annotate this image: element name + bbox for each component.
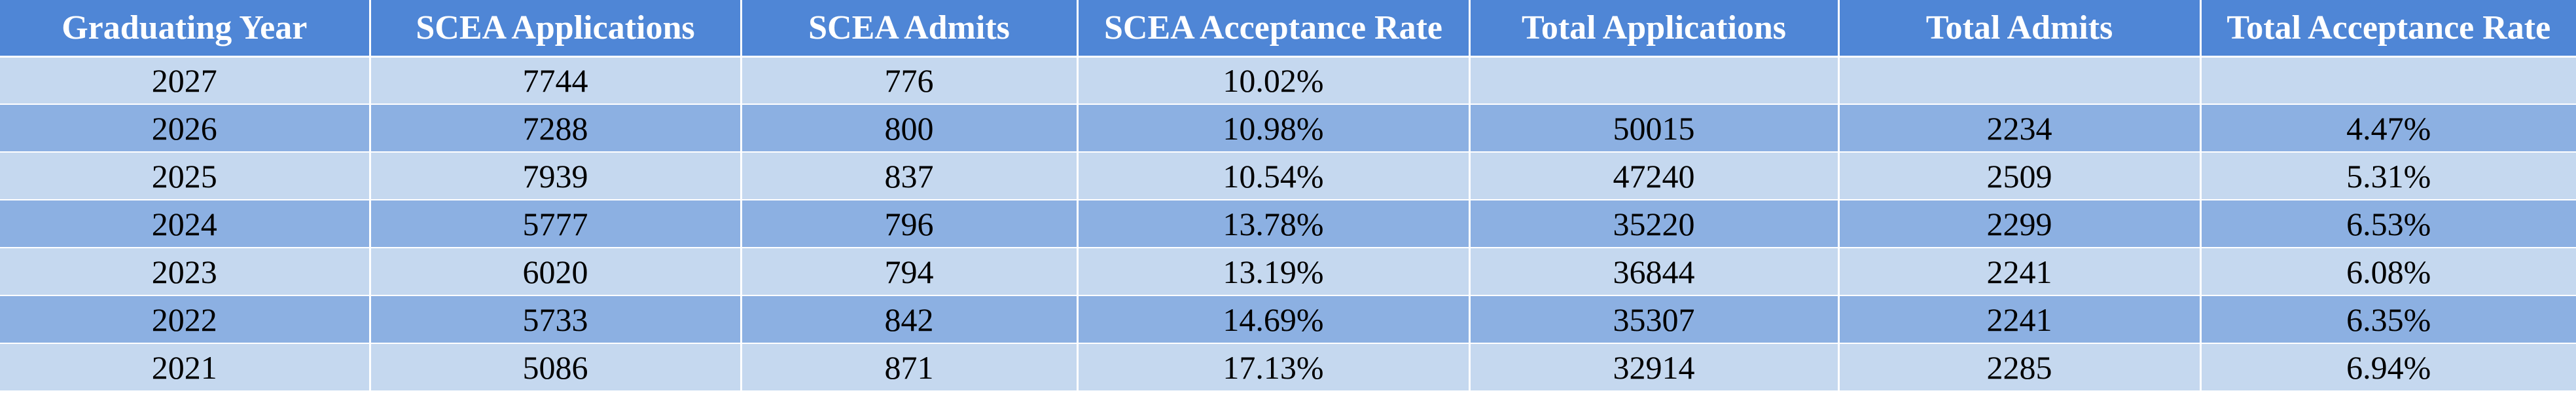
cell-scea-admits: 776 <box>741 56 1079 105</box>
cell-scea-acceptance-rate: 10.54% <box>1077 152 1471 200</box>
header-total-applications: Total Applications <box>1469 0 1840 58</box>
cell-graduating-year: 2021 <box>0 343 371 392</box>
cell-scea-acceptance-rate: 14.69% <box>1077 295 1471 344</box>
cell-total-applications: 47240 <box>1469 152 1840 200</box>
cell-total-admits: 2509 <box>1838 152 2202 200</box>
cell-graduating-year: 2027 <box>0 56 371 105</box>
cell-graduating-year: 2026 <box>0 104 371 153</box>
cell-total-admits: 2241 <box>1838 248 2202 296</box>
header-scea-acceptance-rate: SCEA Acceptance Rate <box>1077 0 1471 58</box>
header-row: Graduating Year SCEA Applications SCEA A… <box>0 0 2576 58</box>
header-total-acceptance-rate: Total Acceptance Rate <box>2200 0 2576 58</box>
cell-total-acceptance-rate: 4.47% <box>2200 104 2576 153</box>
cell-total-admits: 2285 <box>1838 343 2202 392</box>
cell-total-acceptance-rate: 6.08% <box>2200 248 2576 296</box>
table-row: 2024 5777 796 13.78% 35220 2299 6.53% <box>0 200 2576 248</box>
cell-total-applications <box>1469 56 1840 105</box>
table-row: 2023 6020 794 13.19% 36844 2241 6.08% <box>0 248 2576 296</box>
cell-total-applications: 36844 <box>1469 248 1840 296</box>
cell-scea-admits: 794 <box>741 248 1079 296</box>
cell-total-acceptance-rate <box>2200 56 2576 105</box>
cell-graduating-year: 2022 <box>0 295 371 344</box>
cell-scea-admits: 837 <box>741 152 1079 200</box>
cell-scea-applications: 5733 <box>370 295 742 344</box>
table-row: 2021 5086 871 17.13% 32914 2285 6.94% <box>0 343 2576 392</box>
table-row: 2022 5733 842 14.69% 35307 2241 6.35% <box>0 295 2576 344</box>
cell-total-acceptance-rate: 5.31% <box>2200 152 2576 200</box>
cell-total-applications: 35220 <box>1469 200 1840 248</box>
table-row: 2026 7288 800 10.98% 50015 2234 4.47% <box>0 104 2576 153</box>
cell-scea-applications: 5777 <box>370 200 742 248</box>
cell-total-admits <box>1838 56 2202 105</box>
cell-scea-acceptance-rate: 13.19% <box>1077 248 1471 296</box>
cell-graduating-year: 2023 <box>0 248 371 296</box>
table-row: 2027 7744 776 10.02% <box>0 56 2576 105</box>
header-scea-admits: SCEA Admits <box>741 0 1079 58</box>
cell-scea-acceptance-rate: 10.02% <box>1077 56 1471 105</box>
cell-scea-applications: 7288 <box>370 104 742 153</box>
table-row: 2025 7939 837 10.54% 47240 2509 5.31% <box>0 152 2576 200</box>
cell-total-applications: 32914 <box>1469 343 1840 392</box>
cell-scea-applications: 7939 <box>370 152 742 200</box>
cell-scea-applications: 7744 <box>370 56 742 105</box>
header-total-admits: Total Admits <box>1838 0 2202 58</box>
cell-scea-admits: 796 <box>741 200 1079 248</box>
cell-total-acceptance-rate: 6.53% <box>2200 200 2576 248</box>
cell-scea-applications: 6020 <box>370 248 742 296</box>
cell-total-acceptance-rate: 6.35% <box>2200 295 2576 344</box>
cell-graduating-year: 2025 <box>0 152 371 200</box>
cell-total-applications: 50015 <box>1469 104 1840 153</box>
cell-scea-acceptance-rate: 13.78% <box>1077 200 1471 248</box>
header-graduating-year: Graduating Year <box>0 0 371 58</box>
cell-scea-applications: 5086 <box>370 343 742 392</box>
cell-scea-admits: 842 <box>741 295 1079 344</box>
cell-scea-acceptance-rate: 10.98% <box>1077 104 1471 153</box>
cell-scea-admits: 800 <box>741 104 1079 153</box>
cell-scea-admits: 871 <box>741 343 1079 392</box>
cell-total-acceptance-rate: 6.94% <box>2200 343 2576 392</box>
cell-total-admits: 2234 <box>1838 104 2202 153</box>
cell-scea-acceptance-rate: 17.13% <box>1077 343 1471 392</box>
cell-graduating-year: 2024 <box>0 200 371 248</box>
cell-total-admits: 2241 <box>1838 295 2202 344</box>
cell-total-admits: 2299 <box>1838 200 2202 248</box>
cell-total-applications: 35307 <box>1469 295 1840 344</box>
header-scea-applications: SCEA Applications <box>370 0 742 58</box>
